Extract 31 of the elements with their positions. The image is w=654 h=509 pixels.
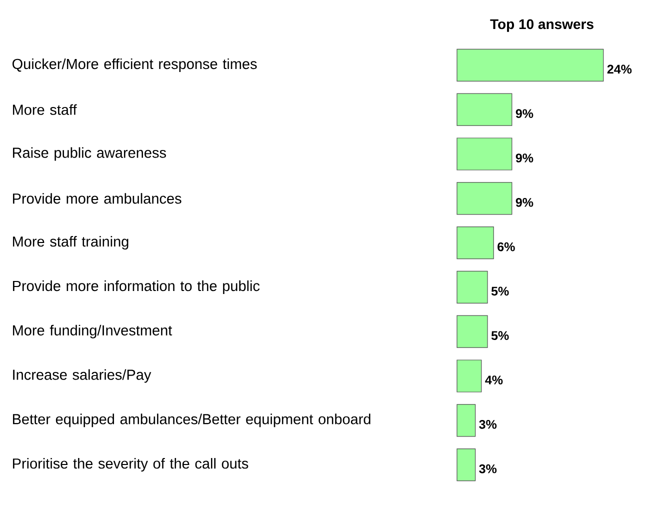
y-tick-label: Prioritise the severity of the call outs <box>12 458 248 472</box>
data-label: 5% <box>491 286 509 296</box>
y-tick-label: Provide more information to the public <box>12 280 260 294</box>
bar <box>456 182 512 215</box>
y-tick-label: Quicker/More efficient response times <box>12 58 257 72</box>
y-tick-label: Better equipped ambulances/Better equipment onboard <box>12 414 370 428</box>
data-label: 5% <box>491 331 509 340</box>
bar <box>456 448 476 482</box>
data-label: 3% <box>479 464 497 474</box>
y-tick-label: Increase salaries/Pay <box>13 369 152 383</box>
bar <box>456 315 488 348</box>
chart-title: Top 10 answers <box>490 19 594 32</box>
bar <box>456 270 488 304</box>
bar <box>456 138 512 170</box>
data-label: 9% <box>516 198 534 207</box>
y-tick-label: More staff training <box>12 236 128 250</box>
data-label: 9% <box>516 109 534 118</box>
bar <box>456 360 482 392</box>
y-tick-label: Provide more ambulances <box>12 193 182 204</box>
y-tick-label: More funding/Investment <box>12 324 172 338</box>
bar <box>456 226 494 260</box>
data-label: 9% <box>516 154 534 162</box>
data-label: 3% <box>479 420 497 429</box>
data-label: 24% <box>607 64 632 74</box>
y-tick-label: More staff <box>12 104 77 115</box>
y-tick-label: Raise public awareness <box>12 147 166 161</box>
bar <box>456 93 512 126</box>
data-label: 4% <box>485 376 503 384</box>
bar <box>456 48 604 82</box>
bar <box>456 404 476 437</box>
data-label: 6% <box>498 242 515 252</box>
